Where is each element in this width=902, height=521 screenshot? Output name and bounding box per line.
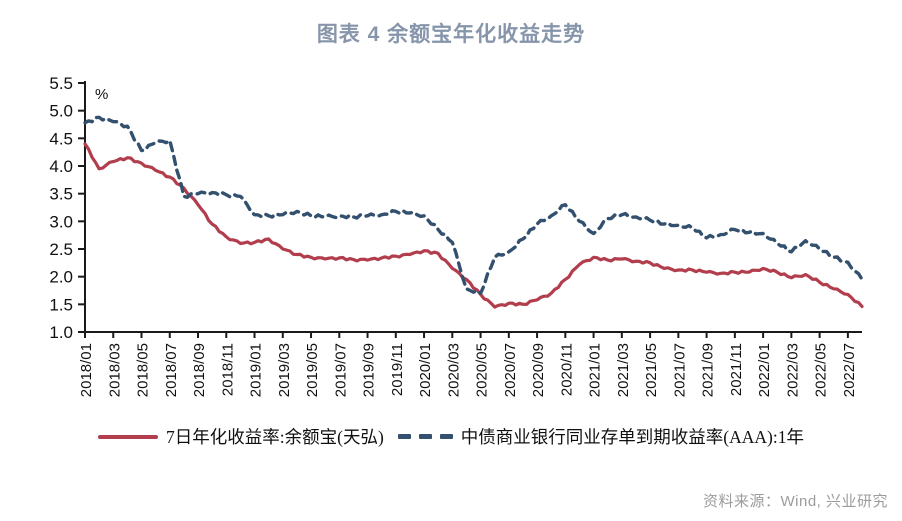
x-tick-label: 2021/11 [728, 343, 745, 396]
series-line-ncd [83, 115, 864, 295]
x-tick-label: 2019/07 [332, 343, 349, 397]
legend-label-ncd: 中债商业银行同业存单到期收益率(AAA):1年 [460, 427, 804, 447]
y-tick-label: 2.0 [49, 268, 73, 287]
legend-label-yuebao: 7日年化收益率:余额宝(天弘) [166, 427, 384, 447]
y-tick-label: 5.5 [49, 74, 73, 93]
x-tick-label: 2019/05 [304, 343, 321, 397]
x-tick-label: 2021/09 [700, 343, 717, 397]
data-source-note: 资料来源：Wind, 兴业研究 [702, 493, 888, 510]
red-solid-line-swatch-icon [98, 434, 159, 439]
x-tick-label: 2019/03 [276, 343, 293, 397]
y-tick-label: 1.5 [49, 295, 73, 314]
x-tick-label: 2018/07 [163, 343, 180, 397]
x-tick-label: 2022/05 [813, 343, 830, 397]
x-tick-label: 2019/11 [389, 343, 406, 396]
x-tick-label: 2020/05 [474, 343, 491, 397]
x-tick-label: 2020/01 [417, 343, 434, 397]
x-tick-label: 2018/11 [219, 343, 236, 396]
x-tick-label: 2022/01 [756, 343, 773, 397]
x-tick-label: 2018/03 [106, 343, 123, 397]
y-tick-label: 4.5 [49, 129, 73, 148]
y-tick-label: 1.0 [49, 323, 73, 342]
x-tick-label: 2021/05 [643, 343, 660, 397]
x-tick-label: 2019/09 [361, 343, 378, 397]
x-tick-label: 2018/05 [135, 343, 152, 397]
y-tick-label: 3.5 [49, 185, 73, 204]
x-tick-label: 2021/07 [671, 343, 688, 397]
series-line-yuebao [83, 142, 864, 309]
x-tick-label: 2020/09 [530, 343, 547, 397]
y-tick-label: 2.5 [49, 240, 73, 259]
chart-legend: 7日年化收益率:余额宝(天弘) 中债商业银行同业存单到期收益率(AAA):1年 [0, 424, 902, 449]
blue-dashed-line-swatch-icon [397, 434, 453, 439]
x-tick-label: 2022/03 [784, 343, 801, 397]
y-tick-label: 3.0 [49, 212, 73, 231]
x-tick-label: 2020/07 [502, 343, 519, 397]
y-tick-label: 5.0 [49, 102, 73, 121]
x-tick-label: 2019/01 [248, 343, 265, 397]
x-tick-label: 2021/03 [615, 343, 632, 397]
y-axis-unit-label: % [95, 86, 108, 103]
x-tick-label: 2018/09 [191, 343, 208, 397]
x-tick-label: 2020/03 [445, 343, 462, 397]
legend-item-ncd: 中债商业银行同业存单到期收益率(AAA):1年 [397, 424, 804, 449]
x-tick-label: 2020/11 [558, 343, 575, 396]
chart-title: 图表 4 余额宝年化收益走势 [316, 23, 586, 46]
x-tick-label: 2022/07 [841, 343, 858, 397]
x-tick-label: 2021/01 [587, 343, 604, 397]
y-tick-label: 4.0 [49, 157, 73, 176]
x-tick-label: 2018/01 [78, 343, 95, 397]
legend-item-yuebao: 7日年化收益率:余额宝(天弘) [98, 424, 384, 449]
